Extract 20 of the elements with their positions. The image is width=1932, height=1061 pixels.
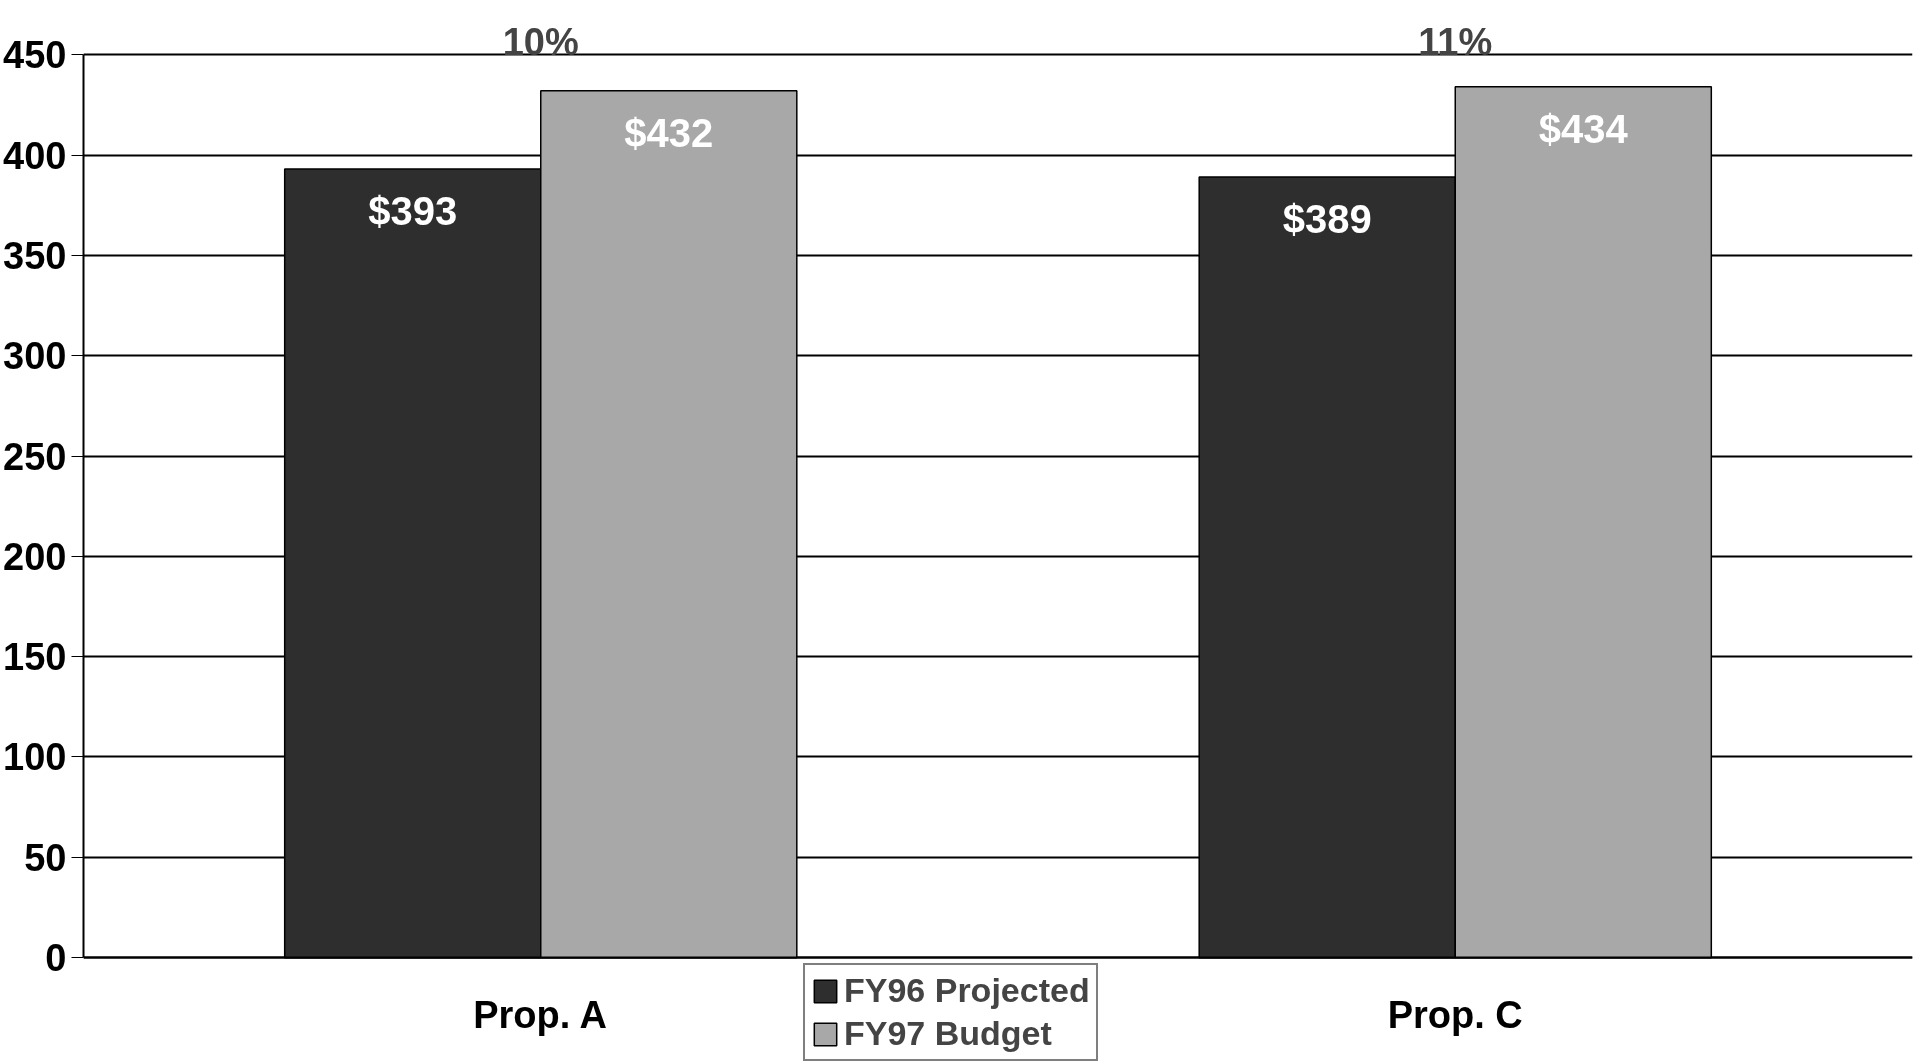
data-label: $389	[1282, 197, 1372, 242]
y-tick-label: 100	[3, 736, 67, 779]
y-tick-label: 0	[45, 937, 67, 980]
annotation: 10%	[502, 20, 579, 63]
y-tick-label: 400	[3, 134, 67, 177]
data-label: $432	[624, 110, 714, 155]
y-tick-label: 350	[3, 234, 67, 277]
annotation: 11%	[1418, 20, 1493, 63]
y-tick-label: 150	[3, 636, 67, 679]
y-tick-label: 50	[24, 836, 67, 879]
data-label: $434	[1538, 106, 1629, 151]
x-tick-label: Prop. C	[1387, 993, 1523, 1036]
y-tick-label: 300	[3, 335, 67, 378]
x-tick-label: Prop. A	[473, 993, 607, 1036]
legend-label: FY96 Projected	[844, 971, 1090, 1010]
y-tick-label: 250	[3, 435, 67, 478]
y-tick-label: 450	[3, 34, 67, 77]
y-tick-label: 200	[3, 535, 67, 578]
data-label: $393	[368, 189, 458, 234]
legend-label: FY97 Budget	[844, 1014, 1052, 1053]
